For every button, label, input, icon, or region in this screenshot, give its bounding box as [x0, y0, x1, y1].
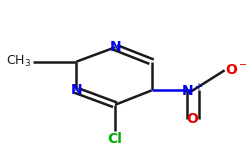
Text: N: N [70, 83, 82, 98]
Text: N$^+$: N$^+$ [181, 82, 204, 99]
Text: O: O [187, 112, 198, 126]
Text: O$^-$: O$^-$ [225, 63, 248, 77]
Text: CH$_3$: CH$_3$ [6, 54, 31, 69]
Text: Cl: Cl [108, 132, 122, 146]
Text: N: N [109, 40, 121, 54]
